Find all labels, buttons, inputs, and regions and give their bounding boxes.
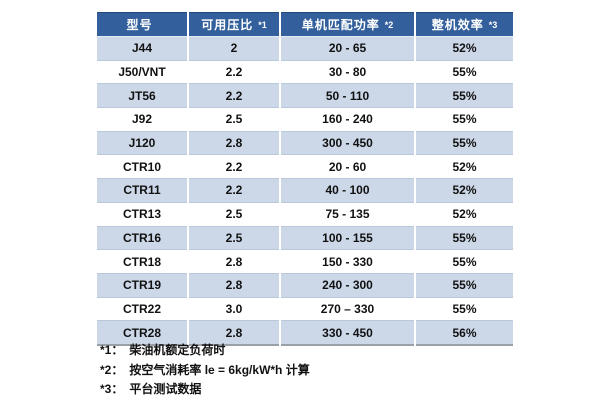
- table-cell: 3.0: [187, 296, 280, 321]
- table-cell: 20 - 60: [279, 154, 415, 179]
- header-cell-model: 型号: [97, 12, 188, 37]
- footnote-marker: *2：: [100, 362, 124, 377]
- table-cell: 2.8: [187, 320, 280, 345]
- table-cell: CTR18: [97, 249, 188, 274]
- footnotes: *1： 柴油机额定负荷时 *2： 按空气消耗率 le = 6kg/kW*h 计算 *…: [100, 341, 310, 400]
- table-cell: 56%: [414, 320, 513, 345]
- table-cell: 55%: [414, 130, 513, 155]
- table-row: CTR13 2.5 75 - 135 52%: [97, 201, 513, 226]
- header-footnote-marker: *2: [384, 20, 394, 30]
- table-row: CTR22 3.0 270 – 330 55%: [97, 296, 513, 321]
- table-cell: 40 - 100: [279, 178, 415, 203]
- table-cell: 2.8: [187, 272, 280, 298]
- footnote-text: 柴油机额定负荷时: [129, 343, 226, 357]
- table-row: CTR11 2.2 40 - 100 52%: [97, 178, 513, 203]
- footnote-2: *2： 按空气消耗率 le = 6kg/kW*h 计算: [100, 361, 310, 381]
- table-row: CTR18 2.8 150 - 330 55%: [97, 249, 513, 274]
- table-cell: 2.5: [187, 201, 280, 226]
- table-row: J120 2.8 300 - 450 55%: [97, 130, 513, 155]
- table-cell: 30 - 80: [279, 59, 415, 84]
- table-cell: JT56: [97, 83, 188, 108]
- header-row: 型号 可用压比 *1 单机匹配功率 *2 整机效率 *3: [97, 12, 513, 37]
- table-cell: 2.2: [187, 178, 280, 203]
- table-cell: 75 - 135: [279, 201, 415, 226]
- table-cell: 330 - 450: [279, 320, 415, 345]
- table-row: CTR28 2.8 330 - 450 56%: [97, 320, 513, 345]
- table-cell: 55%: [414, 296, 513, 321]
- table-cell: 100 - 155: [279, 225, 415, 250]
- table-cell: 270 – 330: [279, 296, 415, 321]
- table-row: J92 2.5 160 - 240 55%: [97, 107, 513, 132]
- table-row: J44 2 20 - 65 52%: [97, 36, 513, 61]
- table-cell: 52%: [414, 154, 513, 179]
- table-cell: 240 - 300: [279, 272, 415, 298]
- table-row: CTR19 2.8 240 - 300 55%: [97, 272, 513, 298]
- table-cell: 2.2: [187, 83, 280, 108]
- table-cell: 2.8: [187, 130, 280, 155]
- table-cell: CTR11: [97, 178, 188, 203]
- table-cell: 2.8: [187, 249, 280, 274]
- header-label: 型号: [126, 18, 153, 32]
- header-label: 可用压比: [201, 18, 254, 32]
- table-cell: 55%: [414, 59, 513, 84]
- table-cell: 300 - 450: [279, 130, 415, 155]
- footnote-marker: *3：: [100, 382, 124, 396]
- header-cell-pressure-ratio: 可用压比 *1: [187, 12, 280, 37]
- header-cell-matched-power: 单机匹配功率 *2: [279, 12, 415, 37]
- table-cell: 2.5: [187, 225, 280, 250]
- table-cell: 55%: [414, 249, 513, 274]
- table-cell: J44: [97, 36, 188, 61]
- table-cell: 20 - 65: [279, 36, 415, 61]
- header-label: 单机匹配功率: [301, 18, 380, 32]
- table-cell: J50/VNT: [97, 59, 188, 84]
- footnote-text: 平台测试数据: [129, 382, 202, 396]
- table-row: CTR10 2.2 20 - 60 52%: [97, 154, 513, 179]
- footnote-text: 按空气消耗率 le = 6kg/kW*h 计算: [129, 362, 310, 377]
- table-cell: 150 - 330: [279, 249, 415, 274]
- table-cell: 52%: [414, 178, 513, 203]
- table-cell: CTR13: [97, 201, 188, 226]
- table-cell: J120: [97, 130, 188, 155]
- header-footnote-marker: *3: [488, 20, 498, 30]
- spec-table-header: 型号 可用压比 *1 单机匹配功率 *2 整机效率 *3: [97, 12, 513, 37]
- table-cell: 2.5: [187, 107, 280, 132]
- table-cell: CTR19: [97, 272, 188, 298]
- header-label: 整机效率: [431, 18, 484, 32]
- table-row: JT56 2.2 50 - 110 55%: [97, 83, 513, 108]
- table-row: J50/VNT 2.2 30 - 80 55%: [97, 59, 513, 84]
- table-cell: 55%: [414, 272, 513, 298]
- table-cell: CTR16: [97, 225, 188, 250]
- table-cell: J92: [97, 107, 188, 132]
- table-row: CTR16 2.5 100 - 155 55%: [97, 225, 513, 250]
- table-cell: CTR28: [97, 320, 188, 345]
- table-cell: 160 - 240: [279, 107, 415, 132]
- table-cell: 55%: [414, 83, 513, 108]
- spec-table-body: J44 2 20 - 65 52% J50/VNT 2.2 30 - 80 55% JT56 2.…: [97, 36, 513, 345]
- table-cell: 52%: [414, 201, 513, 226]
- spec-table: 型号 可用压比 *1 单机匹配功率 *2 整机效率 *3 J44 2 20 - 65 52%…: [97, 12, 513, 346]
- footnote-marker: *1：: [100, 343, 124, 357]
- footnote-1: *1： 柴油机额定负荷时: [100, 341, 310, 361]
- table-cell: 2.2: [187, 59, 280, 84]
- table-cell: 52%: [414, 36, 513, 61]
- footnote-3: *3： 平台测试数据: [100, 380, 310, 400]
- table-cell: 2.2: [187, 154, 280, 179]
- table-cell: 55%: [414, 225, 513, 250]
- header-cell-efficiency: 整机效率 *3: [414, 12, 513, 37]
- table-cell: CTR22: [97, 296, 188, 321]
- header-footnote-marker: *1: [258, 20, 267, 30]
- table-cell: 2: [187, 36, 280, 61]
- table-cell: CTR10: [97, 154, 188, 179]
- table-cell: 55%: [414, 107, 513, 132]
- table-cell: 50 - 110: [279, 83, 415, 108]
